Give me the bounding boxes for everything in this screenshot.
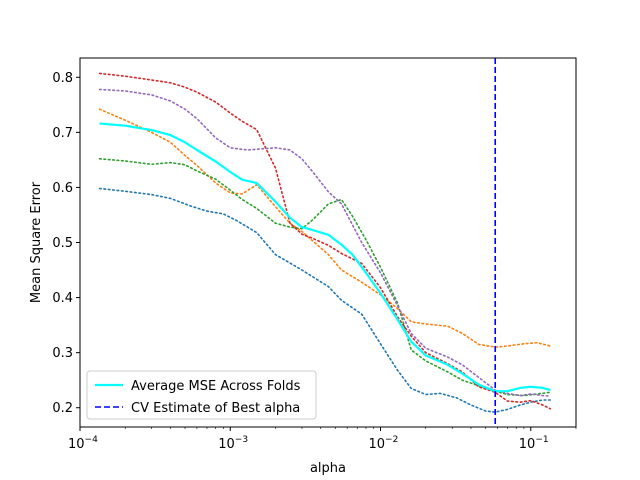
x-tick-label: 10−2 <box>369 435 399 452</box>
fold-4-mse-line <box>98 72 552 410</box>
y-tick-label: 0.8 <box>52 71 73 86</box>
legend-label-average-mse: Average MSE Across Folds <box>131 379 301 394</box>
fold-5-mse-line <box>98 88 552 397</box>
legend-box <box>86 370 317 420</box>
fold-1-mse-line <box>98 187 552 413</box>
x-axis: 10−4 10−3 10−2 10−1 <box>68 427 577 452</box>
y-axis-title: Mean Square Error <box>29 181 44 303</box>
x-tick-exponent: −1 <box>535 435 548 445</box>
series-layer <box>98 58 552 427</box>
x-tick-exponent: −3 <box>235 435 248 445</box>
x-tick-base: 10 <box>519 437 536 452</box>
fold-2-mse-line <box>98 108 552 348</box>
x-tick-base: 10 <box>68 437 85 452</box>
y-tick-label: 0.3 <box>52 346 73 361</box>
x-tick-label: 10−3 <box>218 435 248 452</box>
y-tick-label: 0.5 <box>52 236 73 251</box>
y-tick-label: 0.4 <box>52 291 73 306</box>
y-tick-label: 0.6 <box>52 181 73 196</box>
y-tick-label: 0.2 <box>52 401 73 416</box>
x-tick-base: 10 <box>218 437 235 452</box>
legend: Average MSE Across Folds CV Estimate of … <box>86 370 317 420</box>
x-tick-label: 10−4 <box>68 435 98 452</box>
y-axis: 0.2 0.3 0.4 0.5 0.6 0.7 0.8 <box>52 71 80 416</box>
x-axis-title: alpha <box>310 461 346 476</box>
legend-label-best-alpha: CV Estimate of Best alpha <box>131 401 300 416</box>
y-tick-label: 0.7 <box>52 126 73 141</box>
x-tick-label: 10−1 <box>519 435 549 452</box>
x-tick-exponent: −2 <box>385 435 398 445</box>
x-tick-exponent: −4 <box>85 435 99 445</box>
x-tick-base: 10 <box>369 437 386 452</box>
fold-3-mse-line <box>98 158 552 397</box>
